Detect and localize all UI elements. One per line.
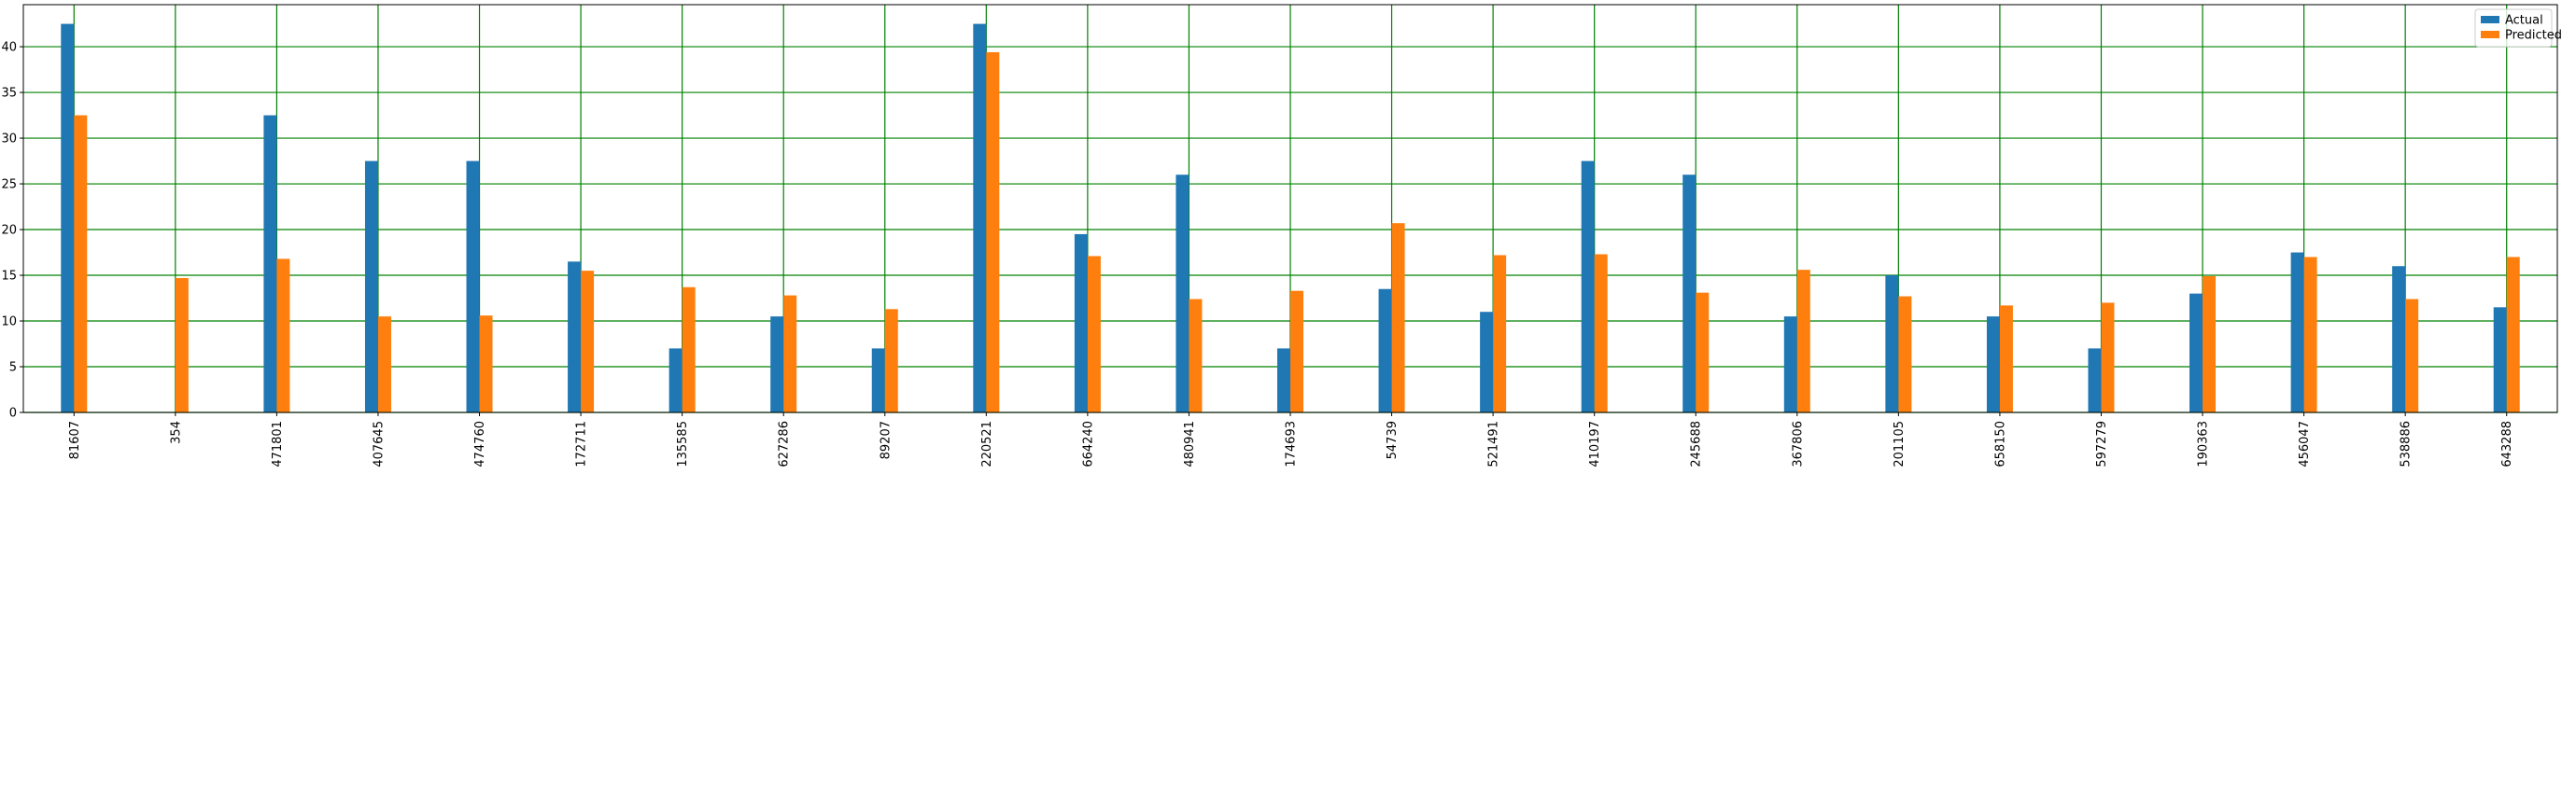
bar-predicted-367806 bbox=[1796, 270, 1810, 412]
legend-label-predicted: Predicted bbox=[2505, 29, 2562, 43]
x-tick-label: 407645 bbox=[372, 421, 386, 467]
y-tick-label: 15 bbox=[1, 270, 17, 284]
bar-predicted-220521 bbox=[986, 51, 1000, 412]
y-tick-label: 5 bbox=[9, 361, 17, 375]
legend: Actual Predicted bbox=[2474, 8, 2562, 48]
x-tick-label: 597279 bbox=[2095, 421, 2109, 467]
x-tick-label: 538886 bbox=[2400, 421, 2414, 467]
bar-actual-81607 bbox=[61, 23, 75, 412]
bar-actual-658150 bbox=[1986, 316, 2000, 412]
bar-predicted-643288 bbox=[2506, 257, 2520, 412]
bar-predicted-407645 bbox=[377, 316, 391, 412]
bar-predicted-410197 bbox=[1594, 254, 1608, 412]
y-tick-label: 35 bbox=[1, 87, 17, 101]
bar-actual-521491 bbox=[1480, 312, 1494, 412]
bar-actual-135585 bbox=[669, 348, 683, 412]
bars bbox=[61, 23, 2520, 413]
x-tick-label: 471801 bbox=[271, 421, 285, 467]
legend-swatch-predicted bbox=[2481, 31, 2499, 38]
bar-predicted-190363 bbox=[2203, 276, 2217, 412]
bar-predicted-81607 bbox=[74, 115, 88, 413]
bar-actual-172711 bbox=[568, 261, 582, 412]
y-axis: 0 5 10 15 20 25 30 35 40 bbox=[1, 41, 23, 421]
x-tick-label: 474760 bbox=[473, 421, 487, 467]
bar-predicted-627286 bbox=[783, 295, 797, 412]
x-tick-label: 410197 bbox=[1588, 421, 1602, 467]
bar-actual-190363 bbox=[2189, 293, 2203, 412]
y-tick-label: 25 bbox=[1, 178, 17, 192]
bar-predicted-174693 bbox=[1290, 290, 1303, 412]
bar-predicted-135585 bbox=[682, 286, 696, 412]
bar-predicted-354 bbox=[175, 277, 189, 412]
bar-actual-220521 bbox=[973, 23, 987, 412]
x-axis: 81607 354 471801 407645 474760 172711 135585 62… bbox=[68, 412, 2514, 467]
x-tick-label: 201105 bbox=[1893, 421, 1907, 467]
y-tick-label: 30 bbox=[1, 132, 17, 146]
bar-actual-367806 bbox=[1783, 316, 1797, 412]
y-tick-label: 40 bbox=[1, 41, 17, 55]
bar-actual-410197 bbox=[1581, 160, 1595, 413]
bar-predicted-538886 bbox=[2405, 299, 2419, 412]
bar-predicted-89207 bbox=[884, 309, 898, 412]
x-tick-label: 81607 bbox=[68, 421, 82, 459]
x-tick-label: 54739 bbox=[1386, 421, 1400, 459]
x-tick-label: 456047 bbox=[2298, 421, 2312, 467]
x-tick-label: 354 bbox=[169, 421, 183, 444]
bar-predicted-201105 bbox=[1898, 296, 1912, 412]
bar-actual-664240 bbox=[1074, 233, 1088, 412]
bar-predicted-456047 bbox=[2303, 257, 2317, 412]
bar-predicted-480941 bbox=[1189, 299, 1203, 412]
legend-swatch-actual bbox=[2481, 16, 2499, 23]
y-tick-label: 20 bbox=[1, 224, 17, 238]
bar-actual-480941 bbox=[1175, 174, 1189, 412]
bar-actual-407645 bbox=[364, 160, 378, 413]
bar-predicted-172711 bbox=[581, 271, 595, 412]
x-tick-label: 190363 bbox=[2197, 421, 2211, 467]
y-tick-label: 10 bbox=[1, 315, 17, 329]
x-tick-label: 174693 bbox=[1285, 421, 1299, 467]
x-tick-label: 480941 bbox=[1183, 421, 1197, 467]
bar-actual-201105 bbox=[1885, 275, 1899, 412]
x-tick-label: 627286 bbox=[778, 421, 792, 467]
y-tick-label: 0 bbox=[9, 407, 17, 421]
x-tick-label: 664240 bbox=[1081, 421, 1095, 467]
bar-actual-456047 bbox=[2290, 252, 2304, 412]
legend-label-actual: Actual bbox=[2505, 14, 2543, 28]
x-tick-label: 245688 bbox=[1690, 421, 1704, 467]
bar-actual-643288 bbox=[2493, 307, 2507, 412]
bar-actual-538886 bbox=[2392, 266, 2406, 412]
bar-predicted-245688 bbox=[1696, 292, 1710, 412]
bar-predicted-664240 bbox=[1087, 256, 1101, 412]
bar-actual-89207 bbox=[871, 348, 885, 412]
bar-actual-245688 bbox=[1682, 174, 1696, 412]
bar-predicted-521491 bbox=[1493, 255, 1507, 412]
x-tick-label: 89207 bbox=[879, 421, 893, 459]
bar-actual-174693 bbox=[1277, 348, 1290, 412]
x-tick-label: 367806 bbox=[1791, 421, 1805, 467]
bar-predicted-658150 bbox=[1999, 305, 2013, 412]
bar-actual-471801 bbox=[263, 115, 277, 413]
bar-actual-627286 bbox=[770, 316, 784, 412]
bar-predicted-474760 bbox=[479, 315, 493, 412]
x-tick-label: 643288 bbox=[2500, 421, 2514, 467]
bar-predicted-54739 bbox=[1391, 223, 1405, 412]
bar-actual-597279 bbox=[2088, 348, 2102, 412]
x-tick-label: 658150 bbox=[1993, 421, 2007, 467]
x-tick-label: 172711 bbox=[575, 421, 589, 467]
bar-predicted-597279 bbox=[2101, 302, 2115, 412]
bar-actual-54739 bbox=[1378, 288, 1392, 412]
x-tick-label: 220521 bbox=[980, 421, 994, 467]
x-tick-label: 521491 bbox=[1487, 421, 1501, 467]
bar-predicted-471801 bbox=[276, 258, 290, 412]
bar-actual-474760 bbox=[466, 160, 480, 413]
x-tick-label: 135585 bbox=[676, 421, 690, 467]
